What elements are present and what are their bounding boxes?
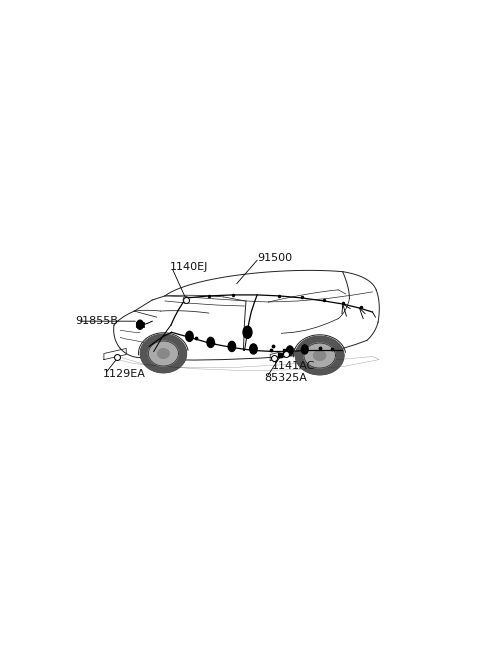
Circle shape [301,345,308,354]
Bar [136,322,144,327]
Text: 91855B: 91855B [76,316,119,326]
Text: 91500: 91500 [257,253,292,263]
Text: 85325A: 85325A [264,373,308,382]
Circle shape [228,341,236,352]
Polygon shape [313,351,326,360]
Circle shape [243,326,252,338]
Circle shape [287,346,293,355]
Polygon shape [157,349,169,358]
Text: 1141AC: 1141AC [272,361,315,371]
Polygon shape [140,335,186,373]
Text: 1140EJ: 1140EJ [170,262,208,272]
Polygon shape [296,337,344,375]
Polygon shape [148,341,179,366]
Circle shape [250,344,257,354]
Circle shape [186,331,193,341]
Polygon shape [304,343,336,368]
Circle shape [207,337,215,348]
Text: 1129EA: 1129EA [103,369,145,379]
Circle shape [137,320,144,329]
